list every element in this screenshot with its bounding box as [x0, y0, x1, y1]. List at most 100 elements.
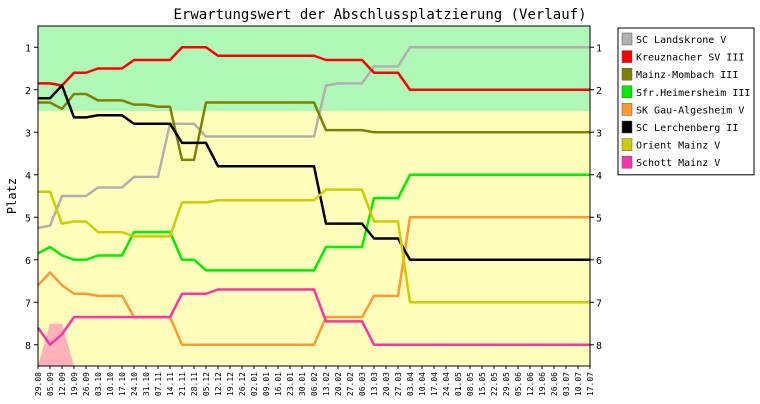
series-point [145, 176, 147, 178]
series-point [97, 67, 99, 70]
series-point [253, 54, 255, 57]
y-tick-label-left: 1 [25, 43, 31, 54]
x-tick-label: 17.04 [430, 372, 439, 396]
series-point [253, 269, 255, 272]
series-point [373, 295, 375, 297]
series-point [229, 199, 231, 202]
series-point [289, 199, 291, 202]
series-point [385, 237, 387, 240]
x-tick-label: 26.06 [550, 372, 559, 396]
legend-entry: Orient Mainz V [636, 141, 720, 152]
y-tick-label-right: 6 [596, 256, 602, 267]
series-point [85, 220, 87, 223]
series-point [349, 59, 351, 61]
series-point [121, 99, 123, 102]
series-point [157, 316, 159, 318]
series-point [529, 216, 531, 219]
series-point [481, 343, 483, 346]
series-point [157, 122, 159, 125]
series-point [49, 101, 51, 104]
x-tick-label: 10.10 [106, 372, 115, 396]
series-point [265, 288, 267, 291]
series-point [181, 142, 183, 144]
x-tick-label: 27.03 [394, 372, 403, 396]
series-point [277, 199, 279, 202]
series-point [253, 165, 255, 168]
legend-swatch [621, 138, 633, 151]
series-point [517, 301, 519, 304]
series-point [85, 292, 87, 295]
series-point [145, 235, 147, 238]
series-point [517, 131, 519, 134]
series-point [313, 343, 315, 346]
series-point [133, 235, 135, 238]
y-tick-label-right: 4 [596, 171, 602, 182]
series-point [157, 105, 159, 108]
series-point [397, 131, 399, 134]
series-point [529, 343, 531, 346]
series-point [157, 59, 159, 61]
series-point [49, 343, 51, 346]
x-tick-label: 13.02 [322, 372, 331, 396]
series-point [73, 258, 75, 261]
series-point [337, 59, 339, 61]
series-point [433, 216, 435, 219]
series-point [73, 292, 75, 295]
x-tick-label: 08.05 [466, 372, 475, 396]
series-point [121, 67, 123, 70]
series-point [277, 101, 279, 104]
legend-entry: SC Landskrone V [636, 35, 726, 46]
series-point [325, 222, 327, 225]
series-point [49, 271, 51, 274]
series-point [421, 131, 423, 134]
series-point [337, 82, 339, 85]
y-tick-label-right: 7 [596, 298, 602, 309]
legend-entry: Mainz-Mombach III [636, 70, 738, 81]
series-point [469, 343, 471, 346]
series-point [409, 131, 411, 134]
series-point [205, 292, 207, 295]
series-point [109, 254, 111, 257]
series-point [433, 301, 435, 304]
series-point [121, 295, 123, 297]
series-point [493, 46, 495, 49]
series-point [433, 173, 435, 176]
series-point [73, 71, 75, 74]
series-point [505, 46, 507, 49]
series-point [169, 59, 171, 61]
series-point [373, 65, 375, 68]
series-point [385, 197, 387, 199]
series-point [61, 254, 63, 257]
series-point [241, 101, 243, 104]
series-point [217, 343, 219, 346]
series-point [193, 258, 195, 261]
series-point [457, 88, 459, 91]
series-point [469, 173, 471, 176]
series-point [73, 116, 75, 119]
series-point [217, 54, 219, 57]
x-tick-label: 05.12 [202, 372, 211, 396]
series-point [265, 54, 267, 57]
series-point [241, 288, 243, 291]
series-point [409, 173, 411, 176]
y-tick-label-left: 7 [25, 298, 31, 309]
x-tick-label: 12.09 [58, 372, 67, 396]
legend-entry: Sfr.Heimersheim III [636, 88, 750, 99]
series-point [133, 316, 135, 318]
x-tick-label: 17.10 [118, 372, 127, 396]
series-point [145, 122, 147, 125]
series-point [313, 199, 315, 202]
x-tick-label: 30.01 [298, 372, 307, 396]
series-point [505, 301, 507, 304]
series-point [529, 173, 531, 176]
series-point [109, 231, 111, 233]
x-tick-label: 10.07 [574, 372, 583, 396]
series-point [445, 46, 447, 49]
series-point [313, 269, 315, 272]
series-point [577, 258, 579, 261]
series-point [301, 199, 303, 202]
series-point [265, 343, 267, 346]
x-tick-label: 05.06 [514, 372, 523, 396]
series-point [553, 258, 555, 261]
series-point [217, 165, 219, 168]
